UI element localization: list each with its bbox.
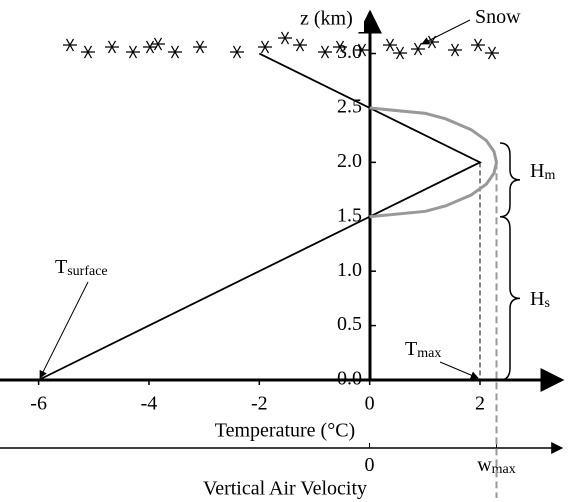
x-tick-label: 0 <box>365 393 375 415</box>
annotation: Snow <box>475 6 521 28</box>
x2-axis-label: Vertical Air Velocity <box>203 478 367 500</box>
snowflake <box>258 40 272 54</box>
brace <box>499 216 521 381</box>
snowflake <box>448 43 462 57</box>
annotation: Hm <box>530 160 555 184</box>
x2-tick-label: wmax <box>477 454 516 478</box>
snowflake <box>393 46 407 60</box>
annotation-sub: max <box>417 346 441 361</box>
snowflake <box>383 38 397 52</box>
snowflake <box>293 38 307 52</box>
x2-tick-text: 0 <box>365 454 375 476</box>
y-tick-label: 0.0 <box>337 368 362 390</box>
snowflake <box>63 38 77 52</box>
arrow <box>439 361 479 379</box>
x-tick-label: 2 <box>475 393 485 415</box>
x-tick-label: -2 <box>251 393 268 415</box>
series-line <box>369 106 499 219</box>
brace <box>499 142 521 218</box>
snowflake <box>81 45 95 59</box>
arrow <box>39 281 89 379</box>
x2-tick-text: w <box>477 454 492 476</box>
annotation-text: H <box>530 288 544 310</box>
snowflake <box>355 43 369 57</box>
y-tick-label: 1.0 <box>337 259 362 281</box>
snowflake <box>318 45 332 59</box>
y-tick-label: 0.5 <box>337 313 362 335</box>
snowflake <box>126 45 140 59</box>
x-axis-label: Temperature (°C) <box>215 420 355 442</box>
y-axis-label: z (km) <box>300 8 353 30</box>
series-line <box>38 52 483 381</box>
annotation-text: Snow <box>475 6 521 28</box>
annotation: Hs <box>530 288 550 312</box>
annotation-sub: m <box>544 168 555 183</box>
snowflake <box>193 40 207 54</box>
snowflake <box>485 46 499 60</box>
annotation: Tmax <box>405 338 441 362</box>
snowflake <box>411 42 425 56</box>
y-tick-label: 3.0 <box>337 41 362 63</box>
annotation: Tsurface <box>55 256 108 280</box>
snowflake <box>278 31 292 45</box>
annotation-text: H <box>530 160 544 182</box>
arrow <box>421 19 471 45</box>
annotation-text: T <box>55 256 67 278</box>
snowflake <box>168 45 182 59</box>
snowflake <box>471 38 485 52</box>
x-tick-label: -4 <box>141 393 158 415</box>
y-tick-label: 2.0 <box>337 150 362 172</box>
label-bg <box>330 8 364 32</box>
x2-tick-sub: max <box>492 462 516 477</box>
snowflake <box>230 45 244 59</box>
snowflake <box>105 40 119 54</box>
x2-tick-label: 0 <box>365 454 375 476</box>
annotation-sub: s <box>544 296 549 311</box>
y-tick-label: 1.5 <box>337 204 362 226</box>
x-tick-label: -6 <box>30 393 47 415</box>
snowflake <box>143 40 157 54</box>
snowflake <box>151 37 165 51</box>
snowflake <box>333 40 347 54</box>
annotation-text: T <box>405 338 417 360</box>
annotation-sub: surface <box>67 264 107 279</box>
